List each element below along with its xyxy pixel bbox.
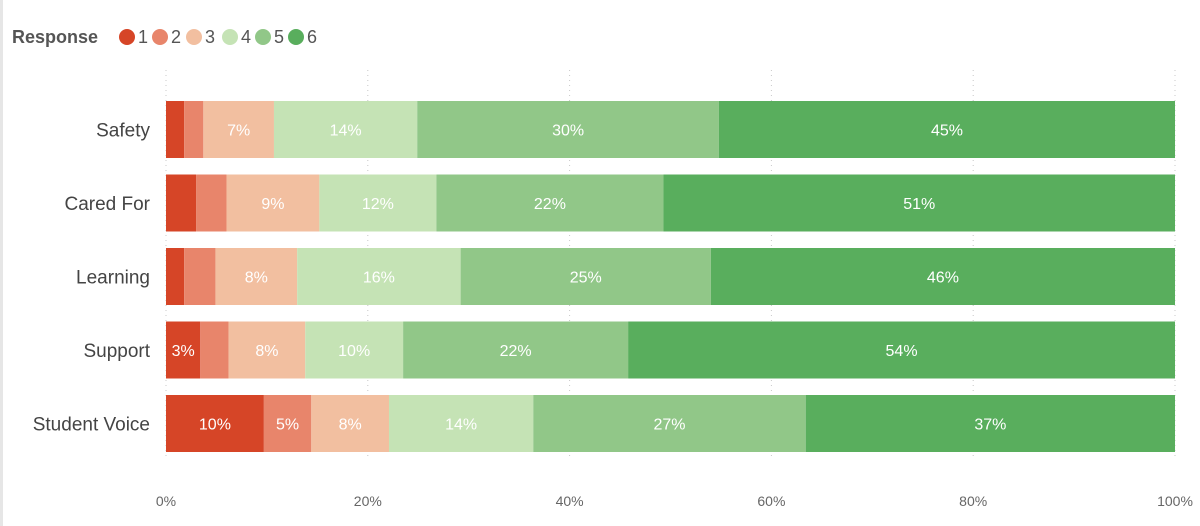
data-label: 22% [500,343,532,360]
legend-label-1: 1 [138,27,148,47]
bar-segment [166,174,197,232]
data-label: 5% [276,417,299,434]
bar-segment [403,321,629,379]
data-label: 14% [330,123,362,140]
data-label: 10% [199,417,231,434]
bar-segment [200,321,229,379]
bar-segment [184,101,204,158]
legend-swatch-6 [288,29,304,45]
bar-segment [311,395,389,452]
data-label: 25% [570,270,602,287]
data-label: 16% [363,270,395,287]
data-label: 9% [261,196,284,213]
data-label: 7% [227,123,250,140]
bar-segment [805,395,1175,452]
data-label: 8% [245,270,268,287]
category-label: Support [83,341,150,362]
bar-segment [533,395,806,452]
x-axis-ticks: 0% 20% 40% 60% 80% 100% [156,493,1193,509]
data-label: 54% [886,343,918,360]
bar-segment [203,101,274,158]
x-tick-label: 60% [757,493,785,509]
bar-segment [215,248,298,305]
data-label: 14% [445,417,477,434]
legend-label-3: 3 [205,27,215,47]
legend-label-5: 5 [274,27,284,47]
data-label: 12% [362,196,394,213]
legend-swatch-2 [152,29,168,45]
bar-segment [196,174,227,232]
category-labels: Safety Cared For Learning Support Student Vo… [33,121,151,436]
legend-label-4: 4 [241,27,251,47]
bar-segment [228,321,306,379]
bar-segment [460,248,711,305]
data-label: 46% [927,270,959,287]
data-label: 3% [172,343,195,360]
legend: Response 1 2 3 4 5 6 [12,27,317,47]
bar-segment [263,395,312,452]
legend-label-2: 2 [171,27,181,47]
panel-edge [0,0,3,526]
bar-segment [319,174,437,232]
bar-segment [166,395,264,452]
category-label: Safety [96,121,150,142]
bar-segment [273,101,418,158]
data-label: 37% [974,417,1006,434]
legend-label-6: 6 [307,27,317,47]
legend-title: Response [12,27,98,47]
category-label: Cared For [64,194,150,215]
bar-segment [297,248,461,305]
legend-swatch-1 [119,29,135,45]
data-label: 8% [255,343,278,360]
data-label: 22% [534,196,566,213]
bars: 7% 14% 30% 45% 9% 12% 22% 51% 8% 16% 25% 46% 3% 8% 10%… [166,101,1175,452]
bar-segment [305,321,404,379]
data-label: 51% [903,196,935,213]
bar-segment [710,248,1175,305]
bar-segment [226,174,320,232]
x-tick-label: 0% [156,493,176,509]
data-label: 10% [338,343,370,360]
data-label: 8% [339,417,362,434]
bar-segment [388,395,534,452]
bar-segment [628,321,1175,379]
bar-segment [718,101,1175,158]
data-label: 30% [552,123,584,140]
category-label: Learning [76,268,150,289]
bar-segment [436,174,664,232]
x-tick-label: 20% [354,493,382,509]
bar-segment [166,101,185,158]
x-tick-label: 100% [1157,493,1193,509]
x-tick-label: 40% [556,493,584,509]
bar-segment [166,321,201,379]
x-tick-label: 80% [959,493,987,509]
data-label: 45% [931,123,963,140]
bar-segment [166,248,185,305]
bar-segment [663,174,1175,232]
legend-swatch-4 [222,29,238,45]
legend-swatch-3 [186,29,202,45]
bar-segment [184,248,216,305]
data-label: 27% [653,417,685,434]
category-label: Student Voice [33,415,150,436]
legend-swatch-5 [255,29,271,45]
bar-segment [417,101,719,158]
